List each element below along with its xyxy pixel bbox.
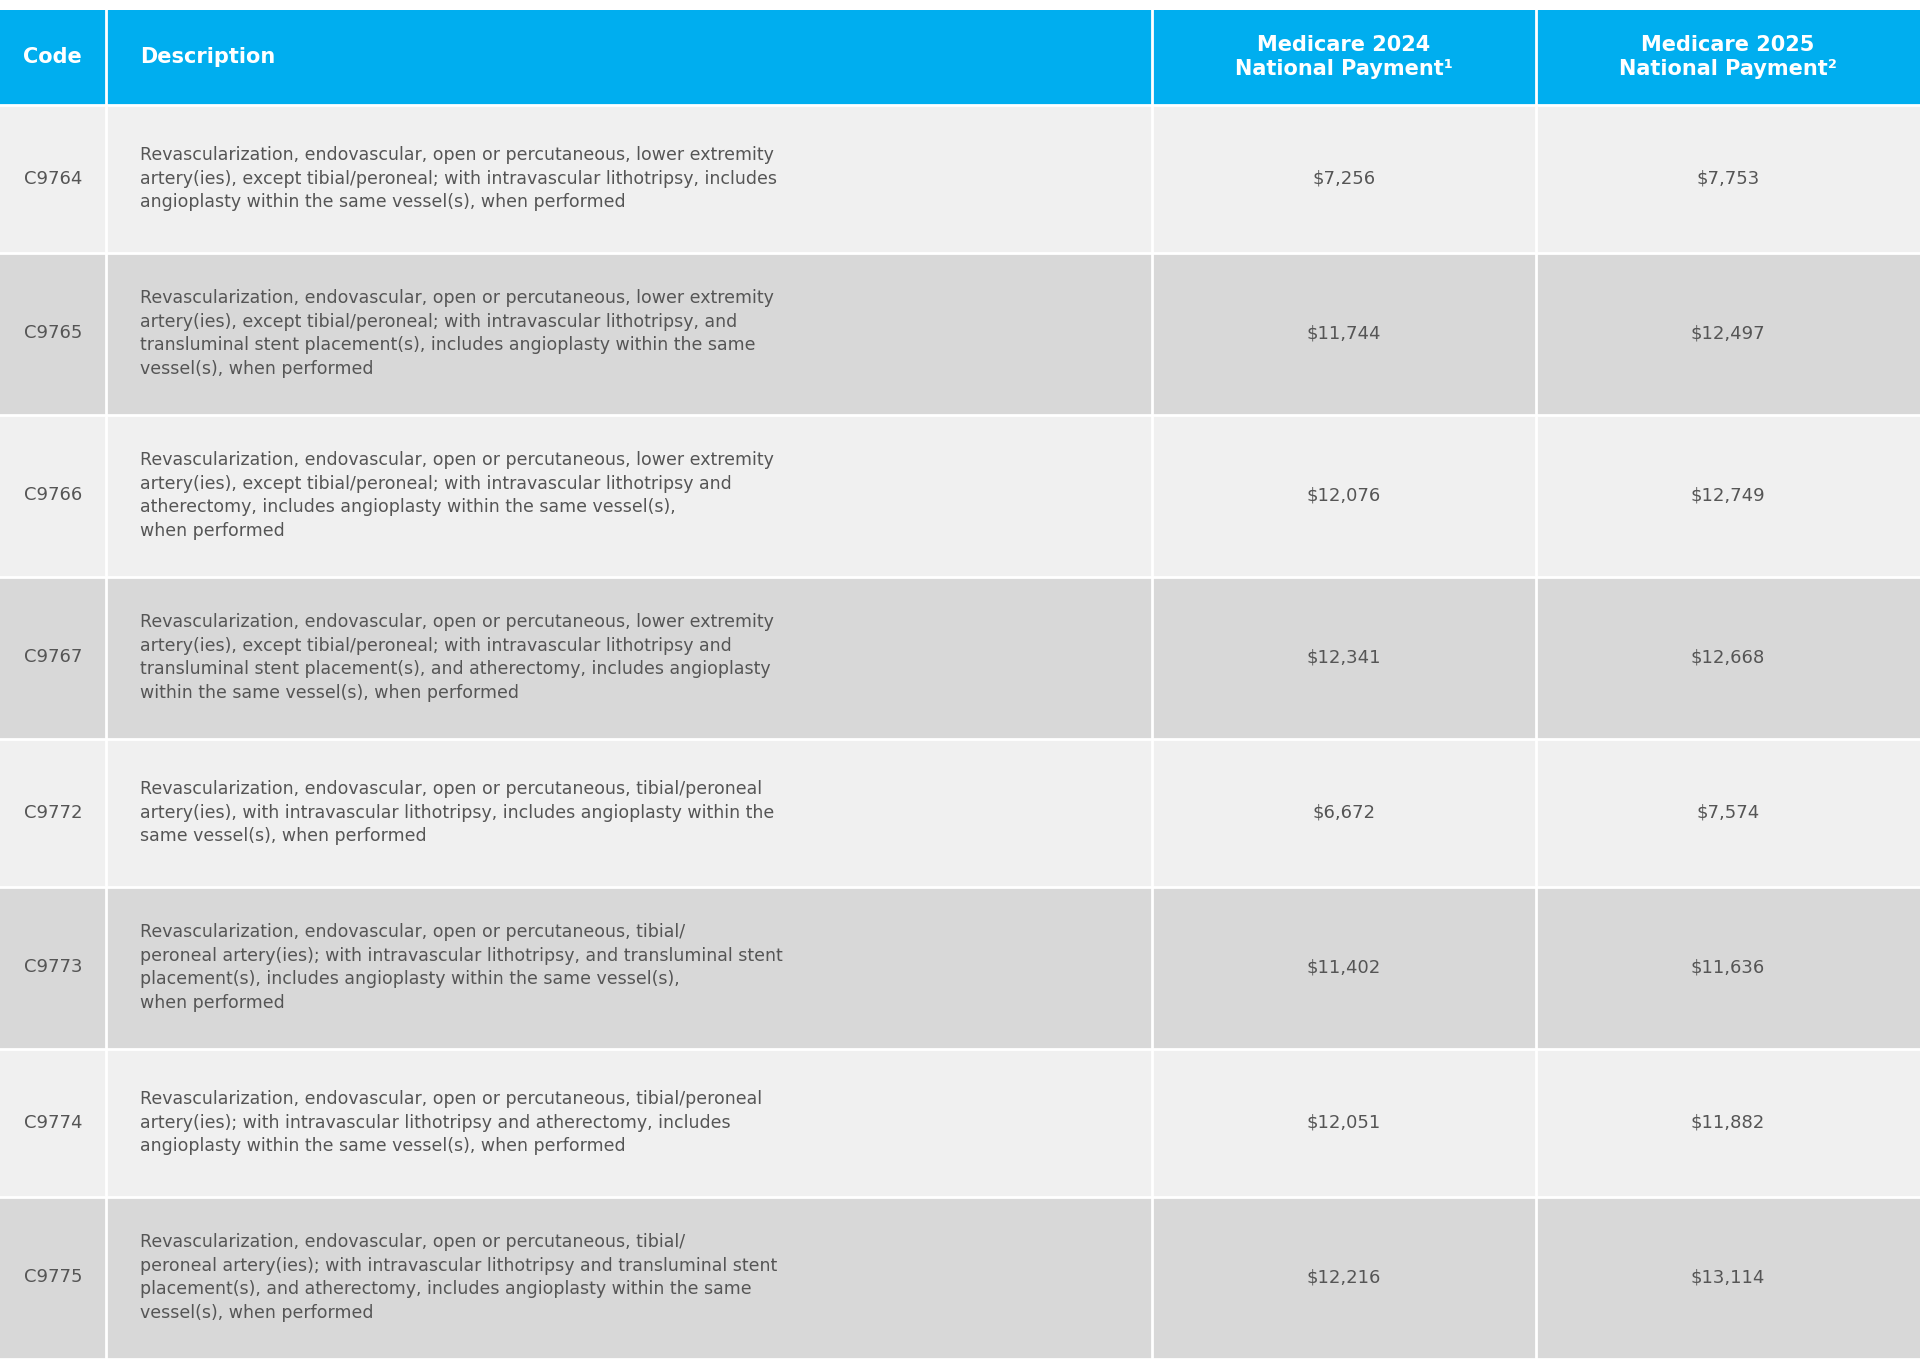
Text: Description: Description xyxy=(140,47,275,67)
Text: Revascularization, endovascular, open or percutaneous, tibial/
peroneal artery(i: Revascularization, endovascular, open or… xyxy=(140,923,783,1012)
Text: Revascularization, endovascular, open or percutaneous, tibial/peroneal
artery(ie: Revascularization, endovascular, open or… xyxy=(140,1090,762,1155)
Bar xyxy=(106,576,1152,739)
Bar xyxy=(106,104,1152,253)
Text: $11,744: $11,744 xyxy=(1308,324,1380,342)
Bar xyxy=(1536,1048,1920,1197)
Bar xyxy=(0,1048,106,1197)
Text: Medicare 2025
National Payment²: Medicare 2025 National Payment² xyxy=(1619,36,1837,78)
Text: $12,497: $12,497 xyxy=(1692,324,1764,342)
Text: C9765: C9765 xyxy=(23,324,83,342)
Text: C9767: C9767 xyxy=(23,648,83,666)
Bar xyxy=(1152,1048,1536,1197)
Text: $12,341: $12,341 xyxy=(1308,648,1380,666)
Bar xyxy=(106,10,1152,104)
Bar xyxy=(106,1197,1152,1358)
Text: Revascularization, endovascular, open or percutaneous, tibial/peroneal
artery(ie: Revascularization, endovascular, open or… xyxy=(140,780,774,845)
Text: C9764: C9764 xyxy=(23,170,83,187)
Text: C9775: C9775 xyxy=(23,1268,83,1286)
Bar xyxy=(1536,576,1920,739)
Text: Revascularization, endovascular, open or percutaneous, lower extremity
artery(ie: Revascularization, endovascular, open or… xyxy=(140,451,774,540)
Bar xyxy=(1152,10,1536,104)
Bar xyxy=(0,576,106,739)
Bar xyxy=(0,253,106,415)
Bar xyxy=(1536,104,1920,253)
Bar xyxy=(1152,739,1536,886)
Bar xyxy=(106,1048,1152,1197)
Bar xyxy=(0,739,106,886)
Bar xyxy=(1536,1197,1920,1358)
Text: $12,749: $12,749 xyxy=(1692,487,1764,505)
Bar xyxy=(0,104,106,253)
Bar xyxy=(0,886,106,1048)
Text: $7,256: $7,256 xyxy=(1313,170,1375,187)
Bar xyxy=(1152,415,1536,576)
Text: Medicare 2024
National Payment¹: Medicare 2024 National Payment¹ xyxy=(1235,36,1453,78)
Bar xyxy=(1152,253,1536,415)
Text: $6,672: $6,672 xyxy=(1313,803,1375,822)
Bar xyxy=(1536,253,1920,415)
Text: Revascularization, endovascular, open or percutaneous, lower extremity
artery(ie: Revascularization, endovascular, open or… xyxy=(140,146,778,211)
Bar xyxy=(106,415,1152,576)
Bar xyxy=(0,1197,106,1358)
Bar xyxy=(0,415,106,576)
Text: $11,402: $11,402 xyxy=(1308,959,1380,977)
Bar xyxy=(1152,1197,1536,1358)
Bar xyxy=(1536,10,1920,104)
Text: $7,574: $7,574 xyxy=(1697,803,1759,822)
Bar xyxy=(106,253,1152,415)
Text: $12,051: $12,051 xyxy=(1308,1114,1380,1131)
Bar xyxy=(106,886,1152,1048)
Text: $12,076: $12,076 xyxy=(1308,487,1380,505)
Text: Revascularization, endovascular, open or percutaneous, tibial/
peroneal artery(i: Revascularization, endovascular, open or… xyxy=(140,1233,778,1321)
Text: C9772: C9772 xyxy=(23,803,83,822)
Text: $12,216: $12,216 xyxy=(1308,1268,1380,1286)
Text: $11,882: $11,882 xyxy=(1692,1114,1764,1131)
Text: Revascularization, endovascular, open or percutaneous, lower extremity
artery(ie: Revascularization, endovascular, open or… xyxy=(140,289,774,378)
Text: $11,636: $11,636 xyxy=(1692,959,1764,977)
Bar xyxy=(0,10,106,104)
Text: $13,114: $13,114 xyxy=(1692,1268,1764,1286)
Bar xyxy=(1536,886,1920,1048)
Text: C9773: C9773 xyxy=(23,959,83,977)
Text: C9774: C9774 xyxy=(23,1114,83,1131)
Text: $12,668: $12,668 xyxy=(1692,648,1764,666)
Bar xyxy=(1536,415,1920,576)
Text: $7,753: $7,753 xyxy=(1697,170,1759,187)
Bar xyxy=(106,739,1152,886)
Bar xyxy=(1152,576,1536,739)
Bar xyxy=(1152,104,1536,253)
Bar xyxy=(1536,739,1920,886)
Text: C9766: C9766 xyxy=(23,487,83,505)
Text: Revascularization, endovascular, open or percutaneous, lower extremity
artery(ie: Revascularization, endovascular, open or… xyxy=(140,613,774,702)
Text: Code: Code xyxy=(23,47,83,67)
Bar xyxy=(1152,886,1536,1048)
